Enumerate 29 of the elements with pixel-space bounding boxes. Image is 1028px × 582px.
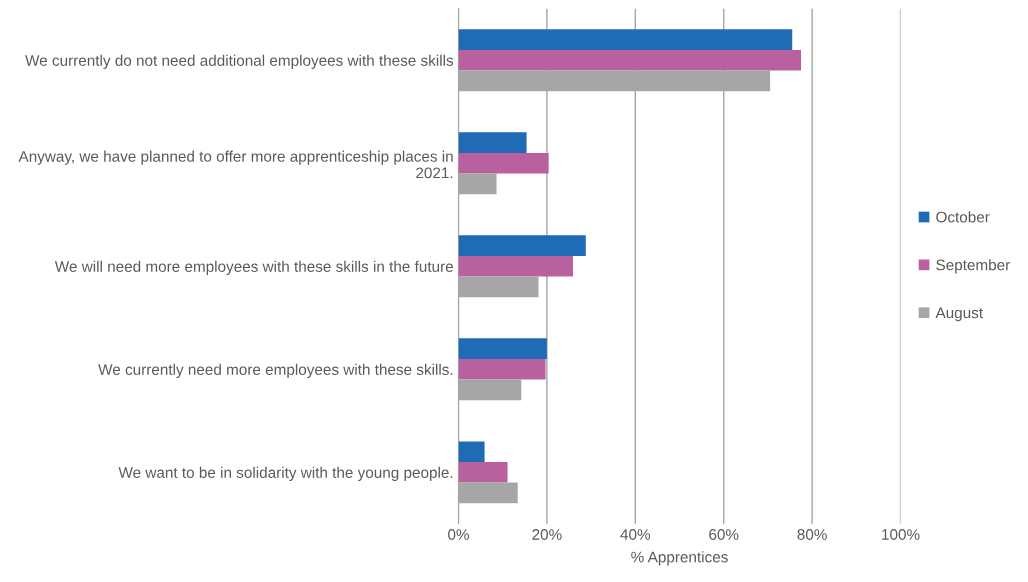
y-tick-label: We currently do not need additional employees with these skills — [25, 54, 454, 69]
bar — [458, 29, 793, 50]
x-tick-label: 40% — [620, 529, 651, 540]
bar — [458, 173, 497, 195]
legend-label: August — [935, 307, 983, 322]
bar — [458, 152, 549, 174]
x-axis-title: % Apprentices — [631, 551, 728, 566]
bar — [458, 461, 508, 483]
bar — [458, 255, 573, 277]
y-tick-label: Anyway, we have planned to offer more apprenticeship places in 2021. — [18, 150, 453, 179]
bar — [458, 49, 802, 71]
y-tick-label: We will need more employees with these skills in the future — [54, 260, 453, 275]
bar — [458, 379, 522, 401]
bar — [458, 482, 518, 504]
bar — [458, 338, 547, 359]
legend-label: October — [936, 211, 990, 223]
x-tick-label: 80% — [797, 529, 827, 540]
bar — [458, 235, 586, 256]
bar — [458, 358, 546, 380]
y-tick-label: We currently need more employees with these skills. — [98, 363, 453, 378]
x-tick-label: 20% — [532, 529, 562, 540]
x-tick-label: 100% — [882, 529, 920, 540]
bar — [458, 132, 527, 153]
bar — [458, 276, 539, 298]
x-tick-label: 0% — [448, 529, 469, 540]
x-tick-label: 60% — [709, 529, 739, 540]
y-tick-label: We want to be in solidarity with the young people. — [118, 466, 453, 481]
bar — [458, 441, 485, 462]
legend-label: September — [936, 259, 1010, 274]
